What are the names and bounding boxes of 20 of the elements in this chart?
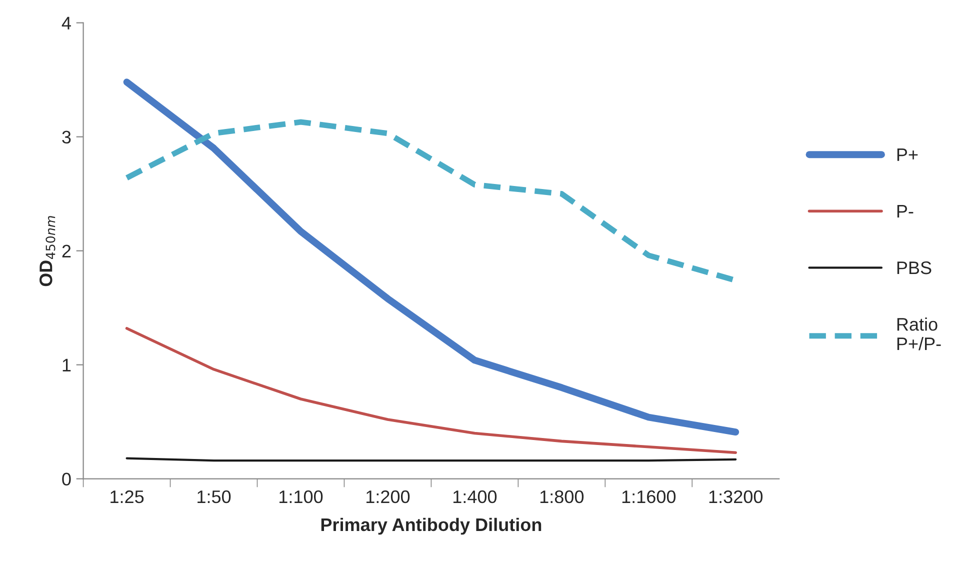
x-tick-label: 1:100 [280, 490, 323, 504]
y-tick-label: 3 [62, 130, 71, 144]
x-tick-label: 1:25 [110, 490, 144, 504]
legend-label: PBS [897, 261, 932, 274]
y-tick-label: 0 [62, 472, 71, 486]
legend-label: P+ [897, 148, 918, 161]
x-tick-label: 1:800 [540, 490, 584, 504]
line-series [125, 326, 738, 454]
x-tick-label: 1:200 [366, 490, 410, 504]
y-tick-label: 4 [62, 16, 71, 30]
y-tick-label: 2 [62, 244, 71, 258]
x-tick-label: 1:400 [453, 490, 497, 504]
x-tick-label: 1:1600 [622, 490, 676, 504]
x-tick-label: 1:50 [198, 490, 231, 504]
legend-label: P- [897, 205, 914, 218]
x-axis-title: Primary Antibody Dilution [321, 518, 542, 535]
y-tick-label: 1 [62, 358, 71, 372]
y-axis-title: OD$_{450nm}$ [40, 216, 56, 286]
legend-label: Ratio P+/P- [897, 317, 941, 350]
x-tick-label: 1:3200 [709, 490, 763, 504]
